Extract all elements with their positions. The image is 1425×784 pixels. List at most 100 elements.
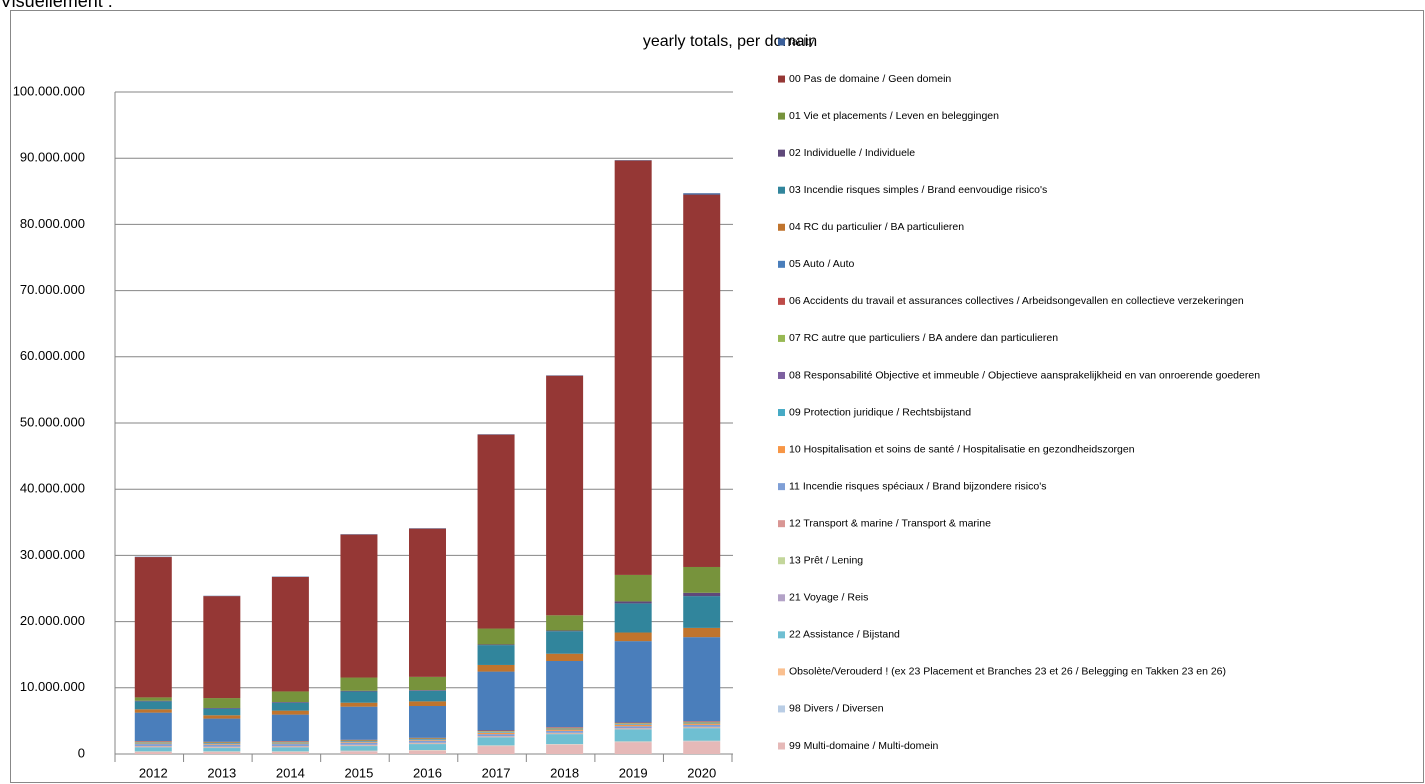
legend-label: 10 Hospitalisation et soins de santé / H… — [789, 443, 1135, 455]
y-tick-label: 100.000.000 — [13, 83, 85, 98]
bar-segment — [409, 738, 446, 740]
bar-segment — [134, 741, 172, 743]
bar-segment — [477, 644, 515, 646]
bar-segment — [340, 739, 378, 741]
bar-segment — [271, 714, 309, 742]
bar-segment — [340, 751, 378, 754]
legend-label: 00 Pas de domaine / Geen domein — [789, 73, 951, 85]
bar-segment — [546, 728, 584, 730]
bar-segment — [477, 746, 515, 754]
legend-swatch — [778, 631, 785, 639]
y-tick-label: 0 — [78, 745, 85, 760]
bar-segment — [409, 737, 446, 739]
bar-segment — [546, 375, 584, 616]
bar-segment — [477, 434, 515, 629]
bar-segment — [546, 727, 584, 728]
legend-swatch — [778, 371, 785, 379]
bar-segment — [477, 645, 515, 665]
bar-segment — [340, 741, 378, 743]
legend-swatch — [778, 38, 785, 46]
bar-segment — [614, 726, 652, 729]
bar-segment — [546, 660, 584, 728]
legend-label: 08 Responsabilité Objective et immeuble … — [789, 369, 1260, 381]
bar-segment — [409, 706, 446, 738]
bar-segment — [203, 744, 241, 747]
legend-swatch — [778, 705, 785, 713]
bar-segment — [271, 702, 309, 711]
bar-segment — [546, 729, 584, 731]
legend-swatch — [778, 483, 785, 491]
bar-segment — [134, 752, 172, 754]
bar-segment — [271, 742, 309, 744]
bar-segment — [134, 742, 172, 744]
bar-segment — [546, 744, 584, 754]
legend-label: 13 Prêt / Lening — [789, 555, 863, 567]
bar-segment — [203, 748, 241, 752]
bar-segment — [683, 722, 721, 724]
bar-segment — [340, 742, 378, 745]
bar-segment — [409, 676, 446, 691]
bar-segment — [546, 631, 584, 654]
y-tick-label: 90.000.000 — [20, 150, 85, 165]
legend-label: 99 Multi-domaine / Multi-domein — [789, 740, 939, 752]
legend-label: 03 Incendie risques simples / Brand eenv… — [789, 184, 1047, 196]
bar-segment — [203, 708, 241, 716]
legend-label: 22 Assistance / Bijstand — [789, 629, 900, 641]
bar-segment — [203, 718, 241, 742]
bar-segment — [409, 740, 446, 743]
legend-swatch — [778, 446, 785, 454]
bar-segment — [477, 730, 515, 732]
bar-segment — [340, 742, 378, 743]
bar-segment — [614, 729, 652, 742]
bar-segment — [271, 710, 309, 715]
bar-segment — [271, 741, 309, 742]
legend-swatch — [778, 520, 785, 528]
legend-label: 04 RC du particulier / BA particulieren — [789, 221, 964, 233]
bar-segment — [271, 741, 309, 743]
legend-label: Obsolète/Verouderd ! (ex 23 Placement et… — [789, 666, 1226, 678]
bar-segment — [409, 742, 446, 744]
bar-segment — [546, 653, 584, 661]
legend-label: 07 RC autre que particuliers / BA andere… — [789, 332, 1058, 344]
page-heading: Visuellement : — [0, 0, 113, 11]
bar-segment — [546, 630, 584, 632]
bar-segment — [409, 528, 446, 677]
x-tick-label: 2018 — [550, 765, 579, 780]
bar-segment — [134, 744, 172, 747]
bar-segment — [683, 637, 721, 722]
bar-segment — [203, 744, 241, 745]
y-tick-label: 50.000.000 — [20, 414, 85, 429]
y-tick-label: 10.000.000 — [20, 679, 85, 694]
bar-segment — [134, 743, 172, 745]
legend-swatch — [778, 260, 785, 268]
bar-segment — [203, 596, 241, 699]
bar-segment — [546, 734, 584, 745]
bar-segment — [134, 746, 172, 747]
bar-segment — [614, 742, 652, 754]
x-tick-label: 2014 — [276, 765, 305, 780]
x-tick-label: 2016 — [413, 765, 442, 780]
bar-segment — [546, 615, 584, 631]
bar-segment — [203, 746, 241, 748]
legend-label: 21 Voyage / Reis — [789, 592, 868, 604]
bar-segment — [271, 752, 309, 754]
bar-segment — [203, 741, 241, 743]
bar-segment — [409, 690, 446, 691]
legend-swatch — [778, 742, 785, 750]
bar-segment — [683, 596, 721, 628]
bar-segment — [477, 664, 515, 672]
bar-segment — [546, 727, 584, 729]
legend-swatch — [778, 75, 785, 83]
bar-segment — [614, 641, 652, 723]
bar-segment — [477, 732, 515, 735]
y-tick-label: 70.000.000 — [20, 282, 85, 297]
legend-swatch — [778, 334, 785, 342]
legend-swatch — [778, 594, 785, 602]
y-tick-label: 80.000.000 — [20, 216, 85, 231]
bar-segment — [614, 603, 652, 633]
bar-segment — [683, 724, 721, 727]
bar-segment — [271, 746, 309, 747]
x-tick-label: 2019 — [619, 765, 648, 780]
bar-segment — [340, 534, 378, 678]
